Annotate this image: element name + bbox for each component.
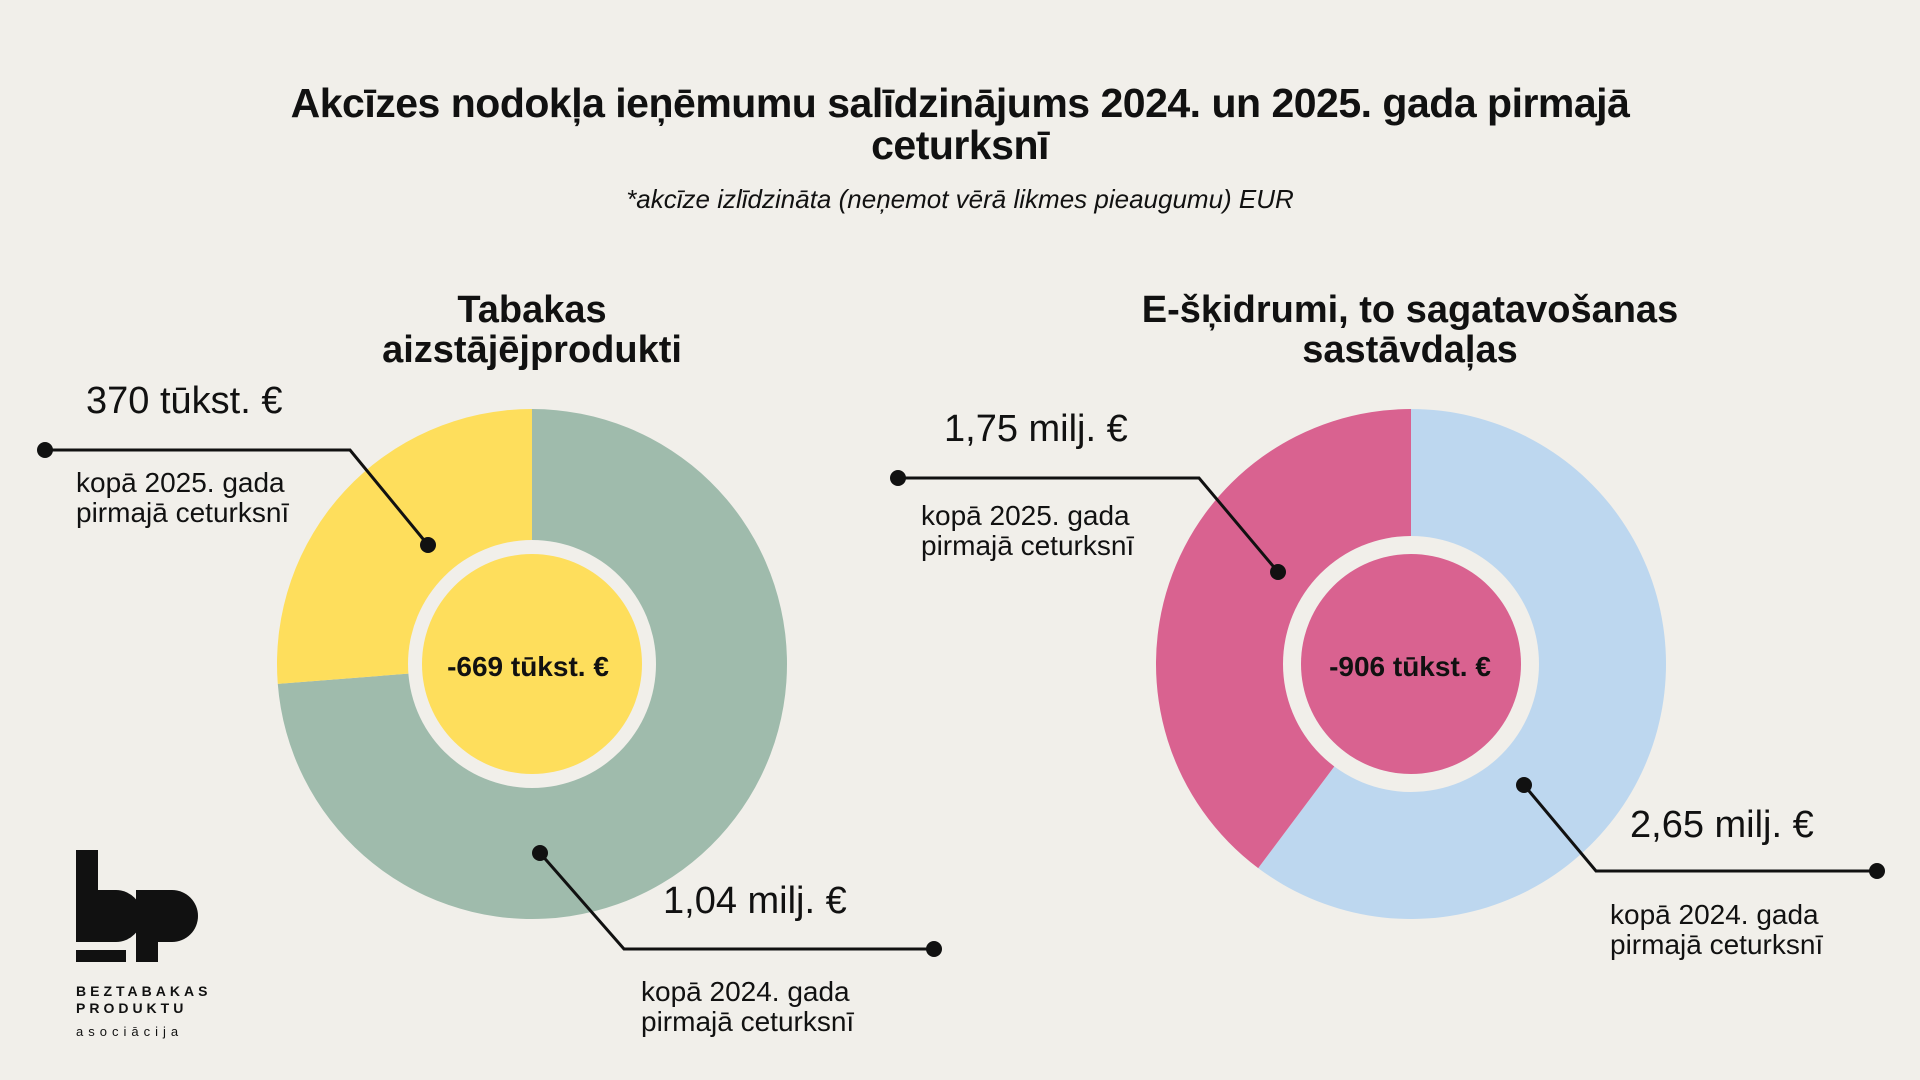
chart1-title-line1: Tabakas <box>457 289 607 331</box>
logo-text-line3: asociācija <box>76 1024 184 1039</box>
chart2-leader-dot-2b <box>1869 863 1885 879</box>
chart2-desc-2024: kopā 2024. gada pirmajā ceturksnī <box>1610 900 1823 960</box>
chart1-desc-2024-line1: kopā 2024. gada <box>641 976 850 1007</box>
chart2-desc-2024-line2: pirmajā ceturksnī <box>1610 929 1824 960</box>
chart2-value-2025: 1,75 milj. € <box>944 408 1128 450</box>
chart2-center-disc <box>1301 554 1521 774</box>
chart1-desc-2024: kopā 2024. gada pirmajā ceturksnī <box>641 977 854 1037</box>
chart2-title: E-šķidrumi, to sagatavošanas sastāvdaļas <box>1060 290 1760 370</box>
chart1-leader-line-1 <box>45 448 430 546</box>
chart1-center-disc <box>422 554 642 774</box>
chart1-title: Tabakas aizstājējprodukti <box>182 290 882 370</box>
page-title-line2: ceturksnī <box>871 122 1049 168</box>
chart2-title-line1: E-šķidrumi, to sagatavošanas <box>1141 289 1679 331</box>
chart2-leader-line-1 <box>898 476 1280 573</box>
chart1-leader-dot-1a <box>37 442 53 458</box>
page-subtitle: *akcīze izlīdzināta (neņemot vērā likmes… <box>626 184 1294 214</box>
chart2-leader-dot-2a <box>1516 777 1532 793</box>
chart1-title-line2: aizstājējprodukti <box>382 329 682 371</box>
chart1-desc-2024-line2: pirmajā ceturksnī <box>641 1006 855 1037</box>
page-title-line1: Akcīzes nodokļa ieņēmumu salīdzinājums 2… <box>290 80 1630 126</box>
chart2-desc-2024-line1: kopā 2024. gada <box>1610 899 1819 930</box>
bp-logo-icon <box>76 850 198 962</box>
chart1-leader-dot-1b <box>420 537 436 553</box>
page-title: Akcīzes nodokļa ieņēmumu salīdzinājums 2… <box>0 82 1920 166</box>
chart1-leader-line-2 <box>538 852 934 951</box>
chart2-value-2024: 2,65 milj. € <box>1630 804 1814 846</box>
chart2-title-line2: sastāvdaļas <box>1302 329 1518 371</box>
chart1-leader-dot-2a <box>532 845 548 861</box>
chart2-leader-line-2 <box>1522 784 1877 873</box>
chart1-value-2024: 1,04 milj. € <box>663 880 847 922</box>
chart1-value-2025: 370 tūkst. € <box>86 380 283 422</box>
chart2-desc-2025-line2: pirmajā ceturksnī <box>921 530 1135 561</box>
chart1-leader-dot-2b <box>926 941 942 957</box>
chart1-desc-2025: kopā 2025. gada pirmajā ceturksnī <box>76 468 289 528</box>
chart2-desc-2025-line1: kopā 2025. gada <box>921 500 1130 531</box>
chart2-leader-dot-1b <box>1270 564 1286 580</box>
logo-text-line1: BEZTABAKAS <box>76 983 212 999</box>
chart2-desc-2025: kopā 2025. gada pirmajā ceturksnī <box>921 501 1134 561</box>
logo-text-line2: PRODUKTU <box>76 1000 188 1016</box>
chart2-leader-dot-1a <box>890 470 906 486</box>
chart1-center-label: -669 tūkst. € <box>447 651 609 682</box>
chart2-center-label: -906 tūkst. € <box>1329 651 1491 682</box>
chart1-desc-2025-line2: pirmajā ceturksnī <box>76 497 290 528</box>
chart1-desc-2025-line1: kopā 2025. gada <box>76 467 285 498</box>
chart2-slice-2025 <box>1156 409 1411 869</box>
